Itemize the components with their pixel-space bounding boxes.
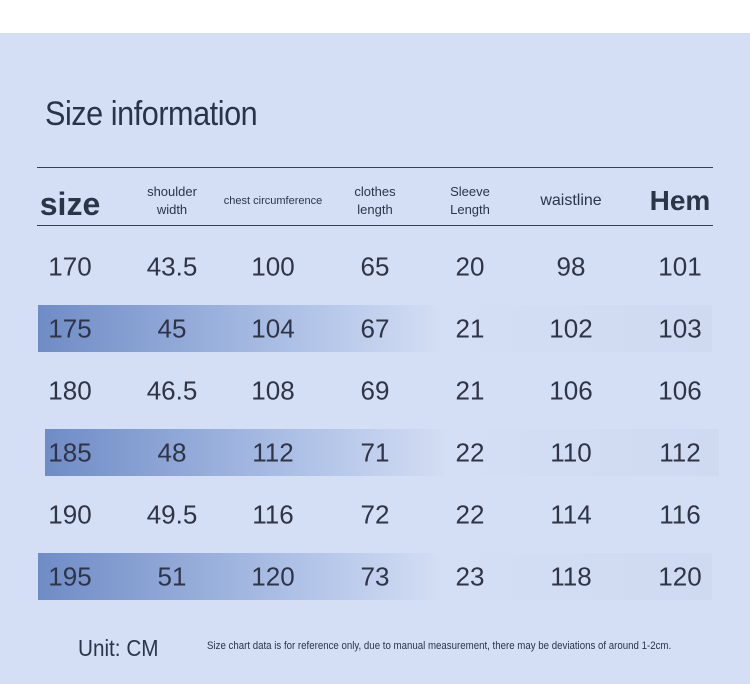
row-highlight bbox=[38, 305, 712, 352]
table-cell: 104 bbox=[251, 313, 295, 344]
table-cell: 190 bbox=[48, 499, 92, 530]
table-cell: 98 bbox=[556, 251, 586, 282]
column-header: waistline bbox=[540, 192, 602, 209]
column-header: Sleeve Length bbox=[450, 184, 490, 217]
table-cell: 101 bbox=[658, 251, 702, 282]
table-cell: 21 bbox=[455, 313, 485, 344]
table-cell: 195 bbox=[48, 561, 92, 592]
table-cell: 108 bbox=[251, 375, 295, 406]
table-cell: 112 bbox=[252, 437, 294, 468]
table-cell: 43.5 bbox=[146, 251, 198, 282]
rule bbox=[37, 225, 713, 226]
table-cell: 118 bbox=[550, 561, 592, 592]
table-cell: 116 bbox=[252, 499, 294, 530]
table-cell: 120 bbox=[658, 561, 702, 592]
table-cell: 71 bbox=[360, 437, 390, 468]
table-cell: 72 bbox=[360, 499, 390, 530]
title: Size information bbox=[45, 95, 258, 133]
column-header: chest circumference bbox=[223, 195, 323, 207]
table-cell: 170 bbox=[48, 251, 92, 282]
table-cell: 22 bbox=[455, 437, 485, 468]
size-panel: Size information Unit: CM Size chart dat… bbox=[0, 33, 750, 684]
table-cell: 103 bbox=[658, 313, 702, 344]
table-cell: 110 bbox=[550, 437, 592, 468]
table-cell: 114 bbox=[550, 499, 592, 530]
table-cell: 22 bbox=[455, 499, 485, 530]
table-cell: 51 bbox=[157, 561, 187, 592]
table-cell: 23 bbox=[455, 561, 485, 592]
table-cell: 20 bbox=[455, 251, 485, 282]
note: Size chart data is for reference only, d… bbox=[207, 640, 672, 652]
table-cell: 69 bbox=[360, 375, 390, 406]
row-highlight bbox=[38, 553, 712, 600]
table-cell: 185 bbox=[48, 437, 92, 468]
column-header: shoulder width bbox=[147, 184, 197, 217]
table-cell: 106 bbox=[658, 375, 702, 406]
table-cell: 120 bbox=[251, 561, 295, 592]
table-cell: 67 bbox=[360, 313, 390, 344]
table-cell: 175 bbox=[48, 313, 92, 344]
row-highlight bbox=[45, 429, 719, 476]
column-header: Hem bbox=[649, 185, 711, 216]
column-header: clothes length bbox=[354, 184, 396, 217]
table-cell: 73 bbox=[360, 561, 390, 592]
table-cell: 45 bbox=[157, 313, 187, 344]
rule bbox=[37, 167, 713, 168]
unit: Unit: CM bbox=[78, 635, 159, 661]
table-cell: 21 bbox=[455, 375, 485, 406]
table-cell: 48 bbox=[157, 437, 187, 468]
column-header: size bbox=[39, 186, 101, 222]
table-cell: 65 bbox=[360, 251, 390, 282]
table-cell: 106 bbox=[549, 375, 593, 406]
table-cell: 116 bbox=[659, 499, 701, 530]
table-cell: 180 bbox=[48, 375, 92, 406]
table-cell: 46.5 bbox=[146, 375, 198, 406]
table-cell: 102 bbox=[549, 313, 593, 344]
table-cell: 112 bbox=[659, 437, 701, 468]
table-cell: 100 bbox=[251, 251, 295, 282]
table-cell: 49.5 bbox=[146, 499, 198, 530]
